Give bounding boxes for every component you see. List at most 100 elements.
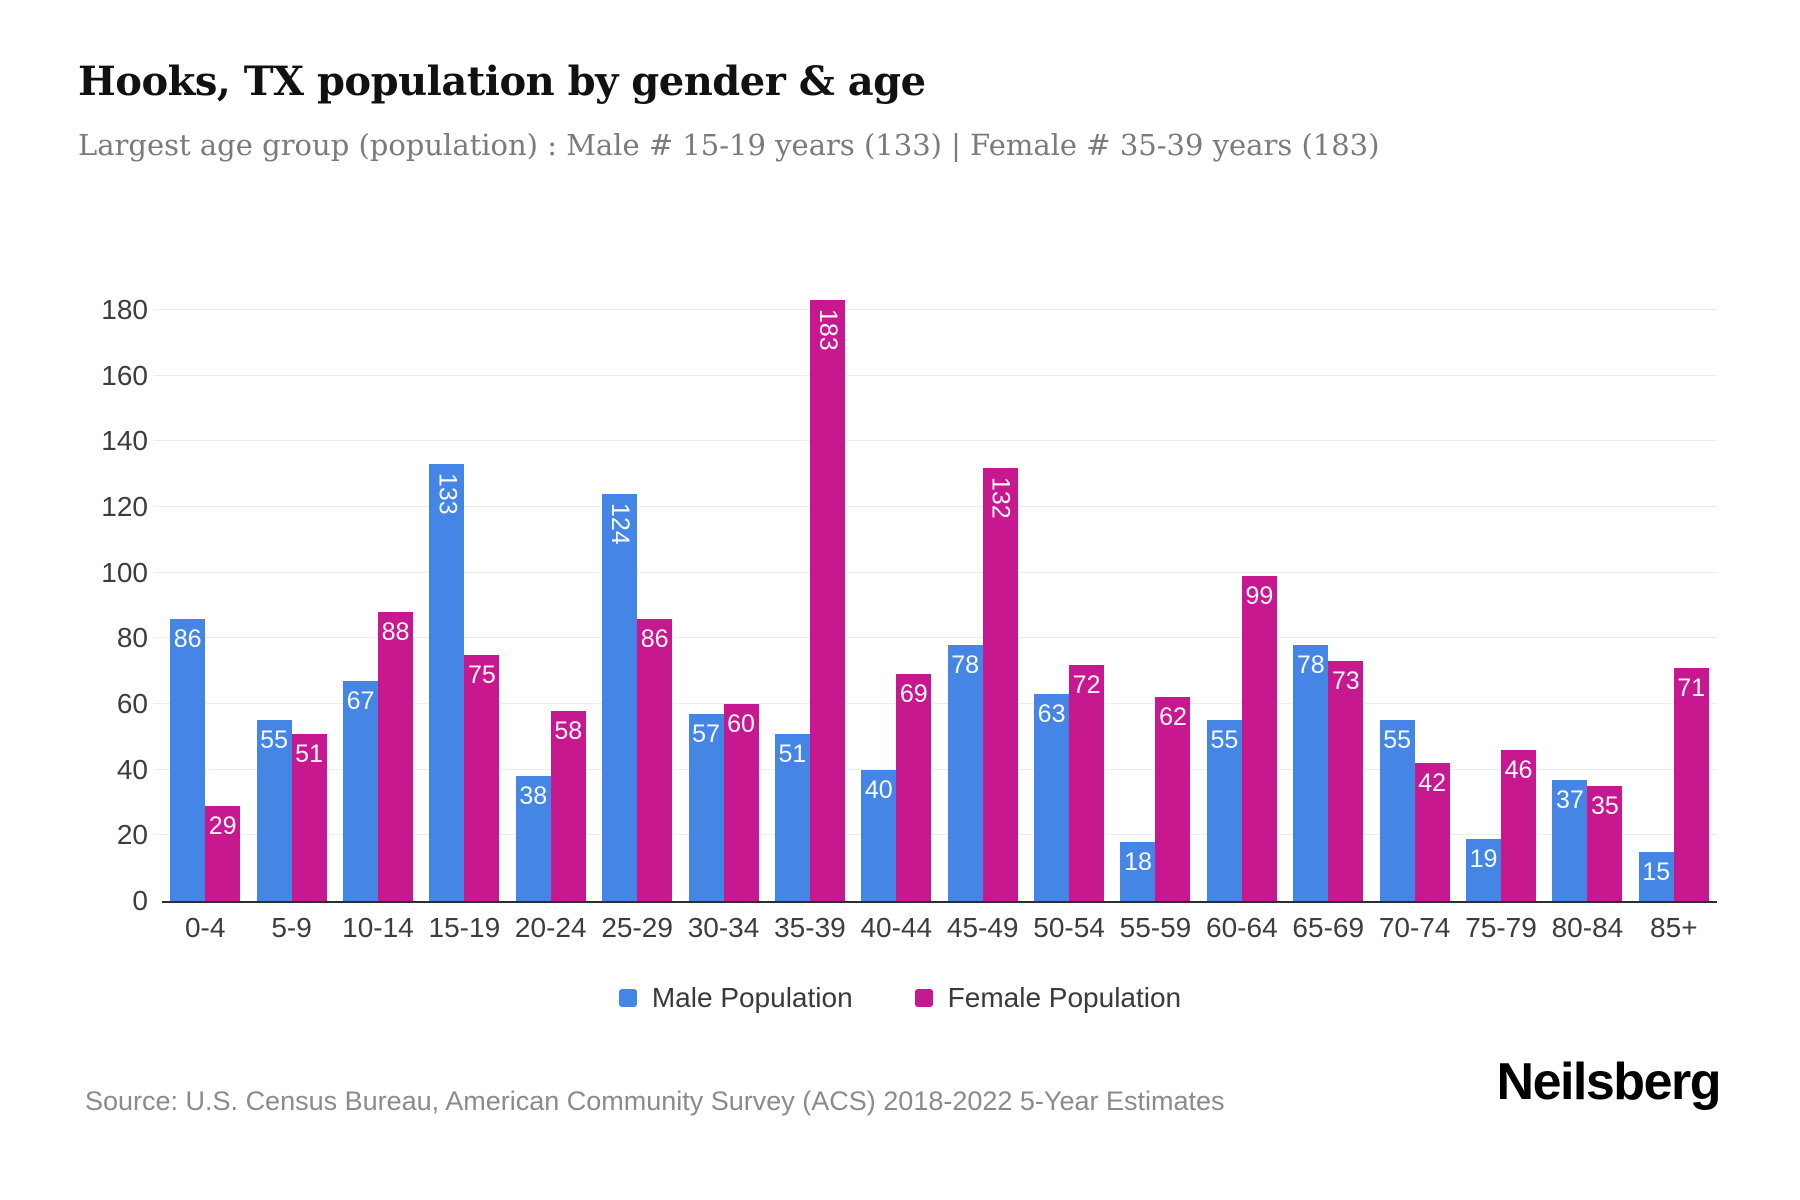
male-bar-75-79: 19 [1466, 838, 1502, 901]
x-tick-label: 60-64 [1206, 912, 1278, 943]
male-bar-0-4: 86 [170, 618, 206, 901]
bar-value-label: 18 [1124, 847, 1152, 876]
legend-color-swatch [914, 989, 933, 1007]
male-bar-20-24: 38 [515, 776, 551, 901]
gridline [154, 506, 1717, 507]
female-bar-60-64: 99 [1241, 575, 1277, 901]
bar-value-label: 42 [1418, 769, 1447, 798]
legend-item-female-population[interactable]: Female Population [914, 982, 1182, 1014]
bar-chart-plot-area: 86 55 67 133 38 124 57 51 40 78 63 18 55 78 55 19 37 15 29… [154, 300, 1717, 903]
y-tick-label: 180 [101, 294, 148, 325]
bar-value-label: 62 [1159, 703, 1187, 732]
gridline [154, 374, 1717, 376]
x-tick-label: 25-29 [601, 912, 673, 943]
male-bar-25-29: 124 [602, 493, 638, 901]
chart-title: Hooks, TX population by gender & age [78, 58, 926, 105]
x-tick-label: 55-59 [1119, 912, 1192, 943]
bar-value-label: 40 [864, 775, 893, 804]
bar-value-label: 51 [778, 739, 807, 768]
bar-value-label: 51 [295, 739, 323, 768]
y-tick-label: 160 [101, 359, 148, 391]
male-bar-15-19: 133 [429, 464, 465, 901]
x-tick-label: 10-14 [342, 912, 414, 943]
male-bar-65-69: 78 [1293, 644, 1329, 901]
female-bar-65-69: 73 [1328, 661, 1364, 901]
male-bar-85+: 15 [1638, 851, 1674, 901]
female-bar-80-84: 35 [1587, 786, 1623, 901]
male-bar-80-84: 37 [1552, 779, 1588, 901]
bar-value-label: 55 [260, 726, 288, 755]
x-tick-label: 65-69 [1292, 912, 1365, 943]
x-tick-label: 35-39 [774, 912, 846, 943]
female-bar-25-29: 86 [637, 618, 673, 901]
bar-value-label: 35 [1591, 792, 1619, 821]
bar-value-label: 71 [1677, 673, 1706, 702]
bar-value-label: 78 [1296, 650, 1325, 679]
bar-value-label: 58 [554, 716, 583, 745]
bar-value-label: 67 [346, 687, 375, 716]
legend-label: Female Population [947, 982, 1182, 1013]
x-tick-label: 45-49 [946, 912, 1019, 943]
y-tick-label: 120 [101, 491, 148, 522]
male-bar-30-34: 57 [688, 713, 724, 901]
y-tick-label: 60 [116, 688, 148, 719]
bar-value-label: 99 [1245, 581, 1274, 610]
female-bar-10-14: 88 [377, 612, 413, 901]
bar-value-label: 132 [986, 476, 1015, 519]
female-bar-30-34: 60 [723, 704, 759, 901]
male-bar-40-44: 40 [861, 769, 897, 901]
legend-label: Male Population [651, 982, 853, 1013]
bar-value-label: 73 [1331, 667, 1360, 696]
male-bar-50-54: 63 [1034, 694, 1070, 901]
female-bar-55-59: 62 [1155, 697, 1191, 901]
bar-value-label: 15 [1642, 857, 1671, 886]
bar-value-label: 37 [1556, 785, 1584, 814]
bar-value-label: 38 [519, 782, 548, 811]
bar-value-label: 183 [813, 309, 842, 351]
bar-value-label: 86 [640, 624, 669, 653]
x-tick-label: 20-24 [514, 912, 587, 943]
male-bar-55-59: 18 [1120, 841, 1156, 901]
gridline [154, 309, 1717, 310]
bar-value-label: 55 [1210, 726, 1239, 755]
x-tick-label: 15-19 [428, 912, 501, 943]
female-bar-20-24: 58 [550, 710, 586, 901]
bar-value-label: 19 [1469, 844, 1498, 873]
bar-value-label: 55 [1383, 726, 1412, 755]
bar-value-label: 78 [951, 650, 980, 679]
bar-value-label: 72 [1072, 670, 1101, 699]
bar-value-label: 63 [1037, 700, 1066, 729]
gridline [154, 440, 1717, 442]
legend-color-swatch [618, 989, 637, 1007]
source-attribution: Source: U.S. Census Bureau, American Com… [85, 1086, 1225, 1116]
x-tick-label: 75-79 [1465, 912, 1537, 943]
y-tick-label: 0 [132, 885, 148, 916]
gridline [154, 768, 1717, 770]
legend-item-male-population[interactable]: Male Population [618, 982, 853, 1014]
bar-value-label: 133 [433, 473, 462, 516]
male-bar-10-14: 67 [342, 681, 378, 901]
x-tick-label: 5-9 [271, 912, 312, 943]
male-bar-5-9: 55 [256, 720, 292, 901]
y-tick-label: 80 [116, 622, 148, 654]
male-bar-35-39: 51 [774, 733, 810, 901]
neilsberg-logo: Neilsberg [1496, 1053, 1722, 1111]
female-bar-35-39: 183 [809, 300, 845, 901]
bar-value-label: 124 [606, 502, 635, 545]
bar-value-label: 29 [208, 811, 237, 840]
chart-subtitle: Largest age group (population) : Male # … [78, 128, 1380, 162]
x-tick-label: 80-84 [1551, 912, 1624, 943]
female-bar-75-79: 46 [1501, 749, 1537, 901]
x-tick-label: 85+ [1650, 912, 1698, 943]
female-bar-15-19: 75 [464, 654, 500, 901]
x-tick-label: 0-4 [184, 912, 226, 943]
bar-value-label: 60 [727, 710, 755, 738]
bar-value-label: 46 [1504, 755, 1533, 784]
female-bar-85+: 71 [1673, 667, 1709, 901]
female-bar-45-49: 132 [982, 467, 1018, 901]
female-bar-5-9: 51 [291, 733, 327, 901]
chart-legend: Male Population Female Population [0, 982, 1800, 1014]
male-bar-70-74: 55 [1379, 720, 1415, 901]
x-tick-label: 30-34 [687, 912, 760, 943]
